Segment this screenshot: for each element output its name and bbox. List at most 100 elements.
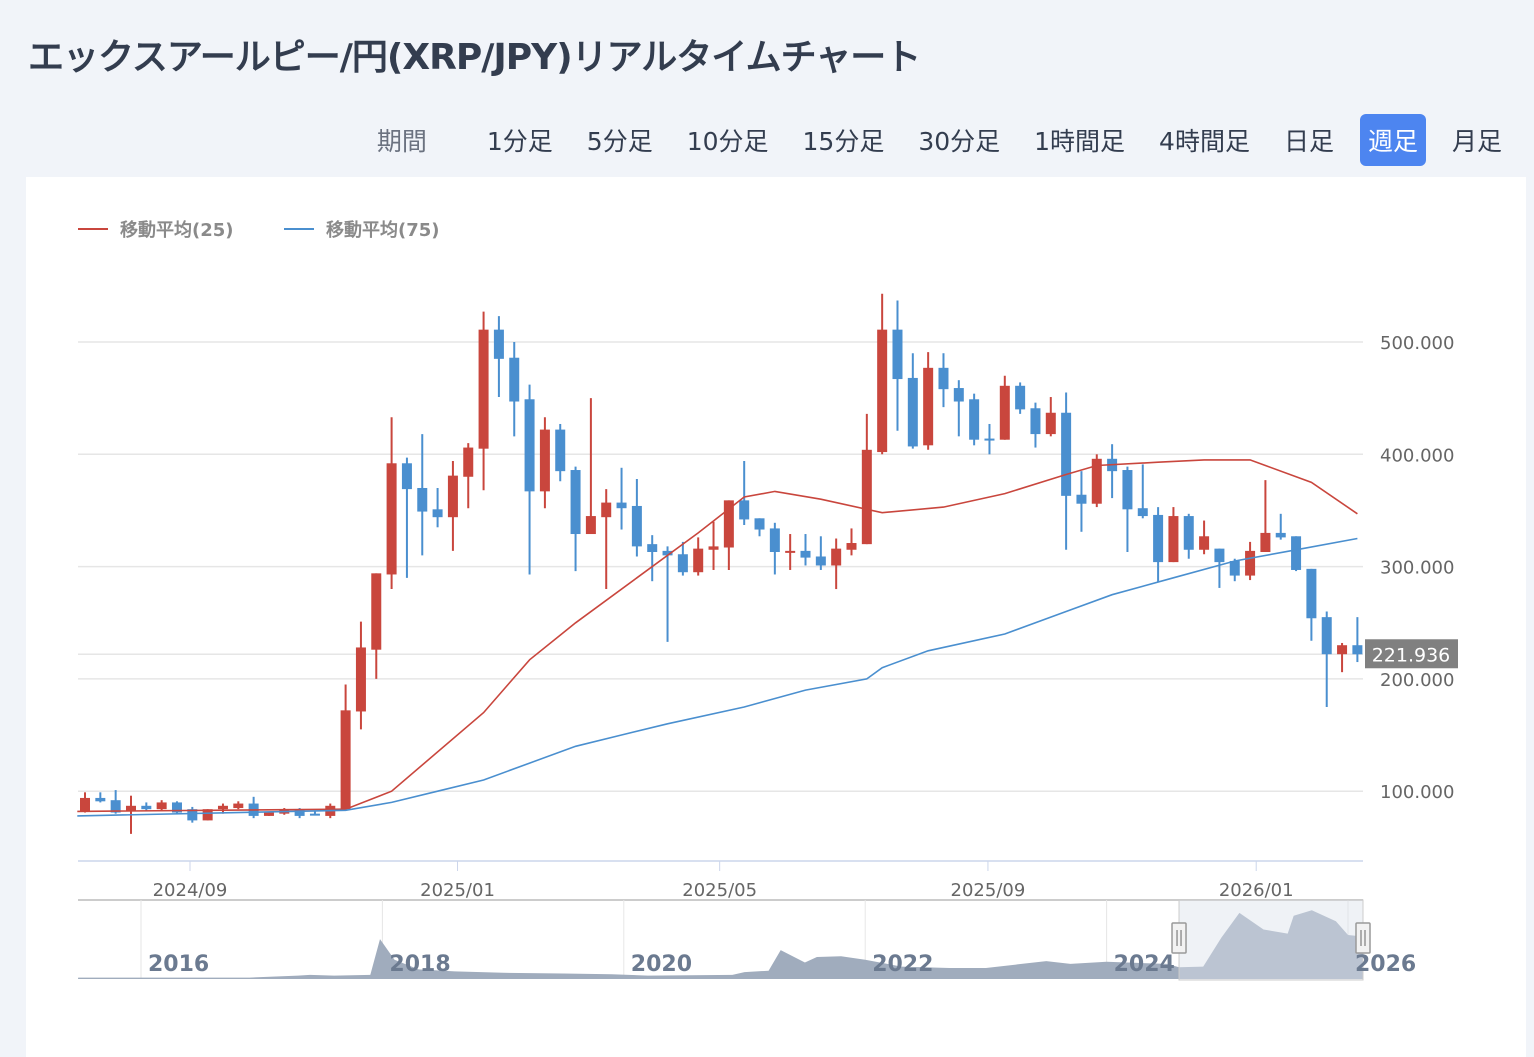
candle-body [785,550,796,553]
candle-body [371,573,382,650]
tab-weekly[interactable]: 週足 [1359,114,1426,166]
candle-down [110,790,121,814]
candle-body [309,813,320,816]
x-tick-label: 2026/01 [1219,880,1294,901]
candle-body [1214,548,1225,563]
candle-down [555,423,566,482]
candle-body [877,329,888,453]
candle-body [1275,532,1286,538]
y-tick-label: 400.000 [1380,445,1454,466]
candle-body [923,367,934,446]
candle-body [1137,508,1148,517]
candle-body [999,385,1010,440]
candle-body [447,475,458,518]
navigator-selection [1178,899,1364,981]
candle-body [739,500,750,520]
candle-body [1153,514,1164,563]
candle-down [662,546,673,642]
handle-grip-icon [1355,922,1371,954]
candle-down [769,522,780,575]
candle-up [463,443,474,509]
candle-body [1229,560,1240,576]
handle-grip-icon [1171,922,1187,954]
tab-30min[interactable]: 30分足 [918,127,1001,156]
candle-up [831,538,842,590]
candle-body [953,388,964,402]
candle-body [907,377,918,447]
candle-body [861,449,872,545]
candle-down [248,796,259,819]
candle-up [1199,520,1210,555]
candle-body [1183,516,1194,550]
candle-body [1245,550,1256,576]
candle-body [601,502,612,518]
candle-body [340,710,351,810]
tab-1min[interactable]: 1分足 [486,127,553,156]
candle-up [233,801,244,810]
candle-down [677,541,688,576]
tab-monthly[interactable]: 月足 [1451,127,1502,156]
candle-down [1291,536,1302,572]
candle-body [1337,645,1348,655]
candle-body [846,543,857,550]
candle-body [723,500,734,548]
candle-up [386,417,397,590]
ma75-swatch-icon [284,228,314,230]
tab-5min[interactable]: 5分足 [586,127,653,156]
candle-down [1275,513,1286,540]
navigator-left-handle[interactable] [1171,922,1187,954]
candle-body [1321,617,1332,655]
candle-down [524,384,535,575]
candle-body [110,800,121,813]
candle-down [187,806,198,823]
tab-1hour[interactable]: 1時間足 [1034,127,1126,156]
candle-down [907,353,918,449]
candle-body [202,809,213,821]
candle-down [1030,402,1041,448]
candle-body [509,357,520,402]
y-tick-label: 100.000 [1380,782,1454,803]
candle-body [524,399,535,492]
tab-4hour[interactable]: 4時間足 [1159,127,1250,156]
tab-15min[interactable]: 15分足 [802,127,885,156]
candle-up [371,573,382,679]
candle-down [432,487,443,528]
candle-up [1168,507,1179,563]
candle-up [217,803,228,814]
page-title: エックスアールピー/円(XRP/JPY)リアルタイムチャート [28,37,921,78]
candle-up [923,352,934,450]
tab-10min[interactable]: 10分足 [686,127,769,156]
navigator-year-label: 2016 [148,952,209,977]
candle-up [999,375,1010,440]
candle-body [1260,532,1271,553]
last-price-badge [1365,639,1458,669]
last-price-label: 221.936 [1372,644,1451,666]
y-tick-label: 500.000 [1380,333,1454,354]
candle-up [693,537,704,576]
candle-body [631,505,642,547]
legend-ma25[interactable]: 移動平均(25) [78,216,234,242]
candle-down [1214,548,1225,588]
legend-ma75[interactable]: 移動平均(75) [284,216,440,242]
candle-body [386,463,397,575]
ma25-swatch-icon [78,228,108,230]
period-label: 期間 [376,127,427,156]
candle-body [892,329,903,380]
candle-body [1061,412,1072,496]
candle-body [969,399,980,440]
candle-up [585,398,596,535]
candle-body [401,463,412,490]
candle-down [953,380,964,437]
candle-down [401,457,412,578]
candle-down [892,300,903,431]
tab-daily[interactable]: 日足 [1283,127,1334,156]
candle-body [432,509,443,518]
candle-down [570,466,581,572]
candle-body [233,803,244,809]
candle-body [708,546,719,550]
candle-down [739,461,750,526]
candle-down [1183,513,1194,559]
navigator-right-handle[interactable] [1355,922,1371,954]
candle-up [846,528,857,556]
